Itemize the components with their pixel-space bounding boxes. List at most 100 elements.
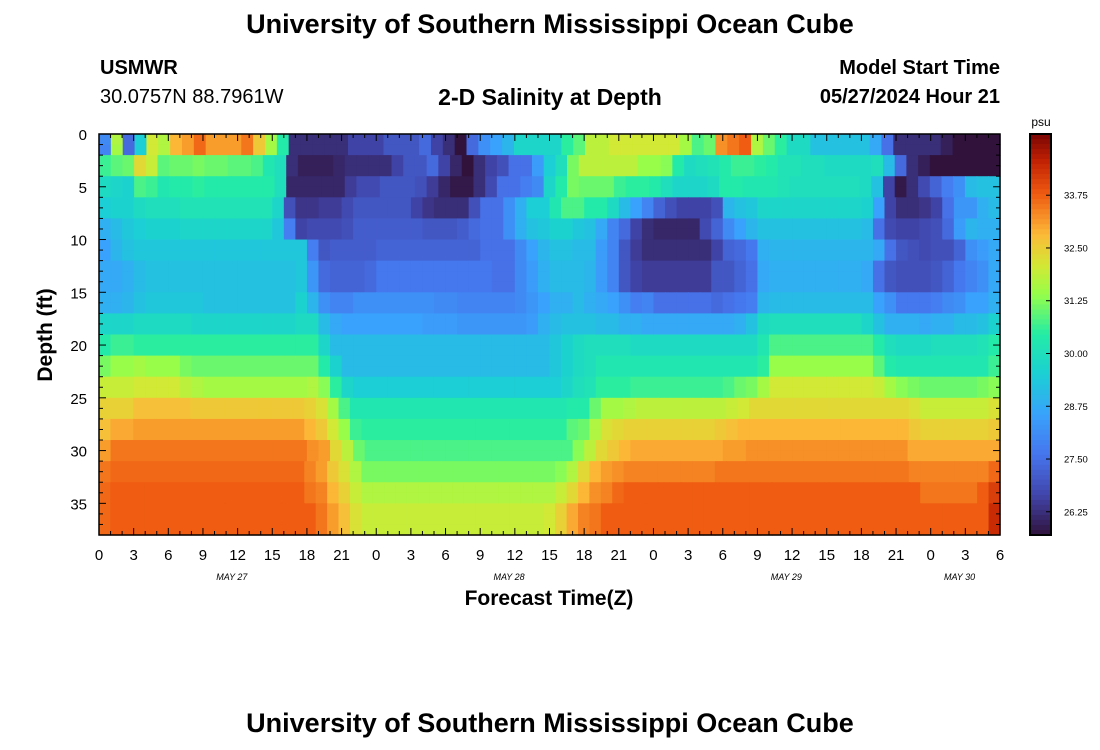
heatmap-cell	[99, 471, 112, 483]
heatmap-cell	[711, 250, 724, 262]
heatmap-cell	[691, 144, 705, 156]
heatmap-cell	[679, 134, 693, 146]
heatmap-cell	[783, 408, 796, 420]
heatmap-cell	[885, 492, 898, 504]
heatmap-cell	[726, 408, 739, 420]
heatmap-cell	[520, 503, 533, 515]
heatmap-cell	[438, 165, 451, 177]
colorbar-swatch	[1030, 324, 1051, 331]
heatmap-cell	[99, 207, 112, 220]
heatmap-cell	[395, 144, 408, 156]
heatmap-cell	[429, 429, 442, 441]
heatmap-cell	[99, 155, 112, 167]
heatmap-cell	[815, 355, 828, 367]
heatmap-cell	[452, 471, 465, 483]
heatmap-cell	[399, 281, 412, 293]
heatmap-cell	[391, 186, 404, 198]
heatmap-cell	[202, 281, 216, 293]
heatmap-cell	[372, 461, 385, 473]
heatmap-cell	[815, 281, 828, 293]
heatmap-cell	[407, 144, 420, 156]
heatmap-cell	[520, 471, 533, 483]
heatmap-cell	[942, 440, 955, 452]
heatmap-cell	[508, 165, 521, 177]
heatmap-cell	[849, 302, 862, 314]
heatmap-cell	[156, 281, 169, 293]
heatmap-cell	[121, 492, 134, 504]
colorbar-swatch	[1030, 244, 1051, 250]
heatmap-cell	[503, 292, 516, 304]
heatmap-cell	[607, 376, 620, 388]
heatmap-cell	[452, 492, 465, 504]
heatmap-cell	[783, 524, 796, 536]
heatmap-cell	[216, 165, 229, 177]
heatmap-cell	[498, 492, 511, 504]
heatmap-cell	[133, 387, 146, 399]
heatmap-cell	[145, 292, 158, 304]
heatmap-cell	[422, 323, 435, 336]
heatmap-cell	[333, 155, 346, 167]
heatmap-cell	[121, 482, 134, 494]
heatmap-cell	[306, 292, 320, 304]
heatmap-cell	[214, 218, 227, 230]
heatmap-cell	[897, 503, 910, 515]
heatmap-cell	[531, 165, 545, 177]
colorbar-swatch	[1030, 224, 1051, 230]
heatmap-cell	[630, 366, 643, 378]
heatmap-cell	[145, 366, 158, 378]
heatmap-cell	[514, 197, 527, 209]
heatmap-cell	[272, 387, 285, 399]
heatmap-cell	[618, 323, 631, 336]
heatmap-cell	[849, 228, 862, 241]
heatmap-cell	[433, 239, 447, 251]
heatmap-cell	[919, 292, 932, 304]
heatmap-cell	[988, 376, 1001, 388]
heatmap-cell	[952, 144, 966, 156]
heatmap-cell	[815, 250, 828, 262]
heatmap-cell	[318, 302, 331, 314]
heatmap-cell	[258, 429, 271, 441]
heatmap-cell	[306, 334, 320, 346]
heatmap-cell	[872, 323, 886, 336]
heatmap-cell	[585, 134, 598, 146]
heatmap-cell	[156, 207, 169, 220]
heatmap-cell	[514, 376, 527, 388]
heatmap-cell	[803, 345, 816, 357]
heatmap-cell	[988, 134, 1001, 146]
heatmap-cell	[214, 440, 227, 452]
heatmap-cell	[826, 218, 839, 230]
heatmap-cell	[676, 345, 689, 357]
colorbar-swatch	[1030, 204, 1051, 210]
heatmap-cell	[847, 165, 861, 177]
colorbar-swatch	[1030, 509, 1051, 516]
heatmap-cell	[688, 260, 701, 272]
heatmap-cell	[498, 408, 511, 420]
heatmap-cell	[122, 440, 135, 452]
heatmap-cell	[817, 429, 830, 441]
heatmap-cell	[235, 418, 248, 431]
heatmap-cell	[475, 397, 488, 409]
heatmap-cell	[584, 292, 597, 304]
heatmap-cell	[509, 503, 522, 515]
heatmap-cell	[146, 134, 159, 146]
heatmap-cell	[341, 250, 354, 262]
heatmap-cell	[584, 376, 597, 388]
heatmap-cell	[272, 313, 285, 325]
heatmap-cell	[988, 218, 1001, 230]
heatmap-cell	[122, 313, 135, 325]
heatmap-cell	[930, 450, 943, 462]
heatmap-cell	[817, 461, 830, 473]
heatmap-cell	[618, 345, 631, 357]
heatmap-cell	[384, 429, 397, 441]
heatmap-cell	[122, 186, 135, 198]
heatmap-cell	[657, 429, 670, 441]
heatmap-cell	[410, 228, 424, 241]
heatmap-cell	[433, 250, 447, 262]
heatmap-cell	[372, 397, 385, 409]
heatmap-cell	[762, 134, 776, 146]
heatmap-cell	[272, 345, 285, 357]
heatmap-cell	[179, 302, 193, 314]
heatmap-cell	[572, 218, 585, 230]
heatmap-cell	[178, 461, 191, 473]
heatmap-cell	[224, 408, 237, 420]
